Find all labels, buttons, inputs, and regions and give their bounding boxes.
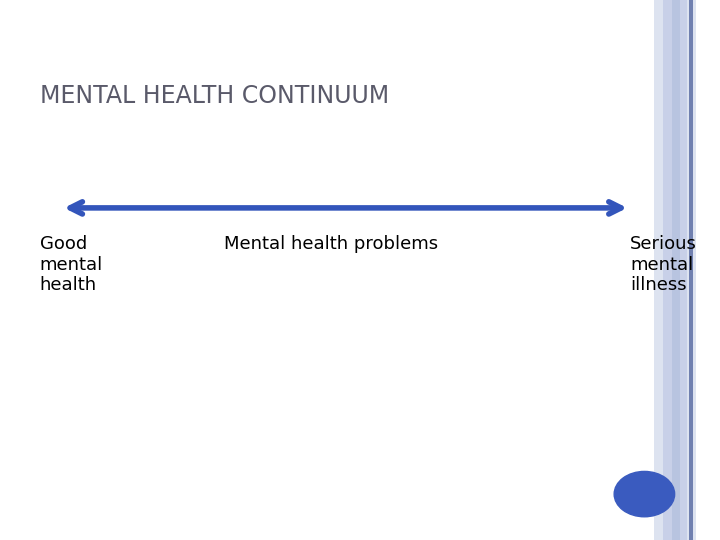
Text: Good
mental
health: Good mental health — [40, 235, 103, 294]
Bar — [672, 0, 680, 540]
Bar — [680, 0, 687, 540]
Text: Serious
mental
illness: Serious mental illness — [630, 235, 697, 294]
Bar — [663, 0, 672, 540]
Bar — [689, 0, 693, 540]
Circle shape — [614, 471, 675, 517]
Bar — [687, 0, 696, 540]
Bar — [654, 0, 663, 540]
Text: MENTAL HEALTH CONTINUUM: MENTAL HEALTH CONTINUUM — [40, 84, 389, 107]
Text: Mental health problems: Mental health problems — [224, 235, 438, 253]
